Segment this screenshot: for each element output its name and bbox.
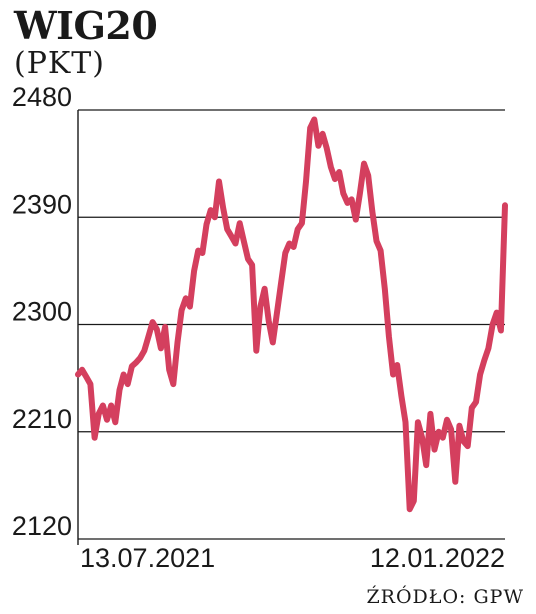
source-label: ŹRÓDŁO: GPW [366,586,524,608]
grid-lines [78,109,505,433]
y-tick-label: 2120 [12,511,72,541]
series-line [75,116,508,513]
y-tick-label: 2210 [12,404,72,434]
y-tick-label: 2480 [12,82,72,112]
chart-unit: (PKT) [14,46,106,81]
y-axis-ticks: 2120 2210 2300 2390 2480 [12,82,72,541]
y-tick-label: 2390 [12,189,72,219]
x-tick-label: 12.01.2022 [370,543,505,573]
x-axis-ticks: 13.07.2021 12.01.2022 [80,543,505,573]
x-tick-label: 13.07.2021 [80,543,215,573]
x-axis [77,110,505,545]
y-tick-label: 2300 [12,297,72,327]
series-layer [75,116,508,513]
chart-title: WIG20 [14,3,158,48]
